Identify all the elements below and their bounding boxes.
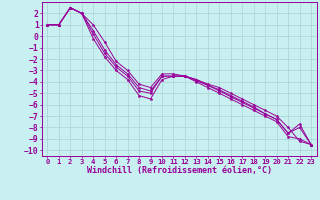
X-axis label: Windchill (Refroidissement éolien,°C): Windchill (Refroidissement éolien,°C): [87, 166, 272, 175]
